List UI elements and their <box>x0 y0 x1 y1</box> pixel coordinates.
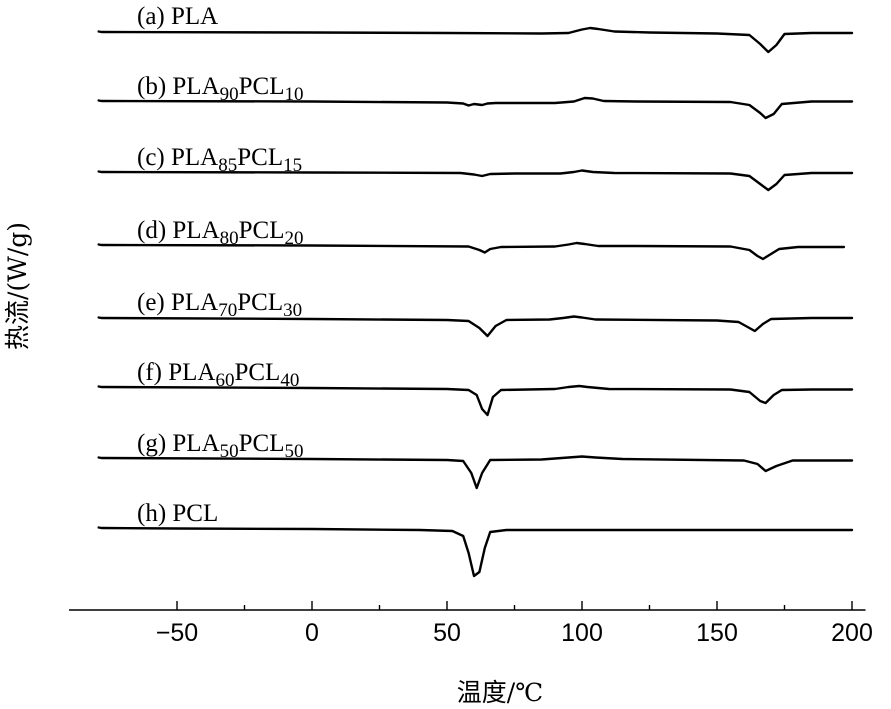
series-line-g <box>97 455 854 490</box>
series-line-a <box>97 26 854 54</box>
curves-layer <box>97 26 854 578</box>
series-label-c: (c) PLA85PCL15 <box>137 144 302 176</box>
series-line-c <box>97 169 854 192</box>
series-line-d <box>97 241 846 261</box>
series-label-a: (a) PLA <box>137 3 218 30</box>
x-tick-label: 100 <box>561 619 603 647</box>
x-tick-label: 0 <box>305 619 319 647</box>
series-label-d: (d) PLA80PCL20 <box>137 217 304 249</box>
series-label-f: (f) PLA60PCL40 <box>137 359 299 391</box>
series-labels-layer: (a) PLA (b) PLA90PCL10 (c) PLA85PCL15 (d) P… <box>137 3 304 527</box>
series-line-h <box>97 526 854 578</box>
x-axis: −50 0 50 100 150 200 <box>69 601 873 647</box>
series-label-g: (g) PLA50PCL50 <box>137 430 304 462</box>
y-axis-title: 热流/(W/g) <box>3 222 32 350</box>
x-tick-label: 200 <box>831 619 873 647</box>
x-tick-label: 50 <box>433 619 461 647</box>
series-line-f <box>97 384 854 417</box>
series-line-e <box>97 315 854 338</box>
x-tick-label: 150 <box>696 619 738 647</box>
x-axis-title: 温度/℃ <box>457 678 543 707</box>
series-line-b <box>97 96 854 120</box>
series-label-h: (h) PCL <box>137 500 218 527</box>
series-label-b: (b) PLA90PCL10 <box>137 73 304 105</box>
x-tick-label: −50 <box>156 619 198 647</box>
series-label-e: (e) PLA70PCL30 <box>137 289 302 321</box>
